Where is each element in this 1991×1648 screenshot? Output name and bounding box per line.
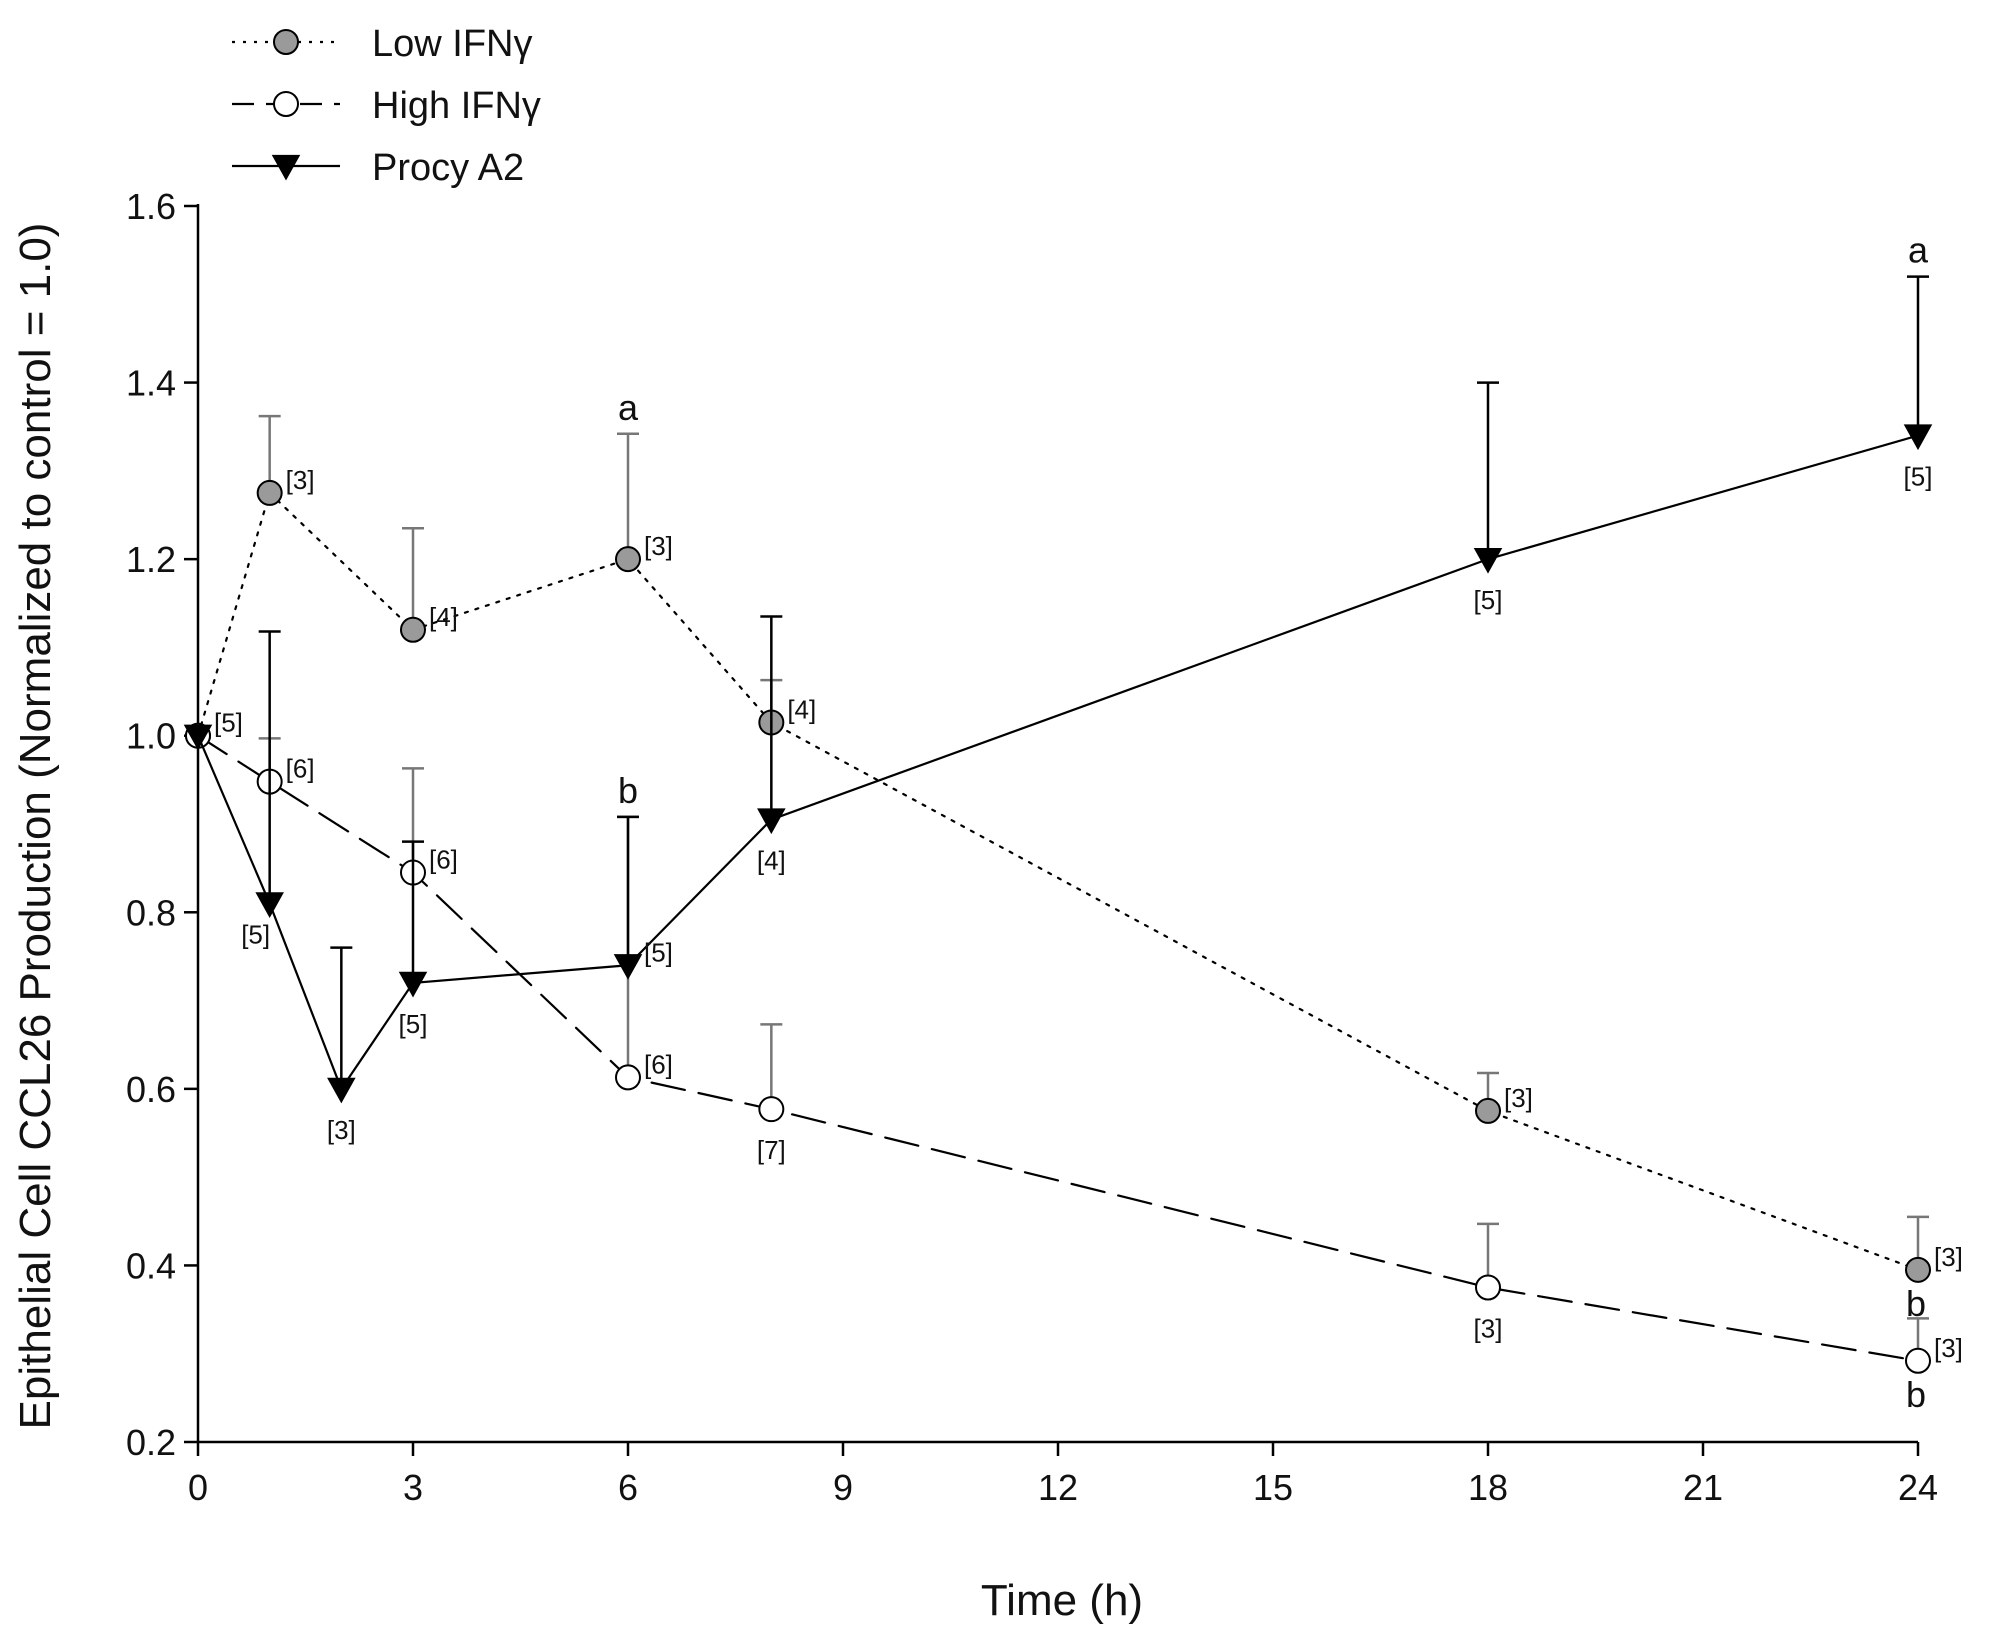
significance-label: a (618, 387, 639, 428)
y-tick-label: 0.2 (126, 1422, 176, 1463)
x-tick-label: 9 (833, 1467, 853, 1508)
n-label: [5] (214, 708, 243, 738)
y-tick-label: 0.6 (126, 1069, 176, 1110)
n-label: [3] (1934, 1333, 1963, 1363)
series-low-ifn: [3] [4] [3] [4] [3] [3] a b (185, 387, 1963, 1324)
n-label: [4] (757, 846, 786, 876)
n-label: [5] (644, 937, 673, 967)
n-label: [3] (1474, 1314, 1503, 1344)
x-tick-label: 6 (618, 1467, 638, 1508)
series-procy-a2: [5] [5] [3] [5] [5] [4] [5] [5] a (183, 230, 1933, 1145)
legend-label: Procy A2 (372, 147, 524, 189)
n-label: [5] (1474, 585, 1503, 615)
x-tick-label: 24 (1898, 1467, 1938, 1508)
x-tick-label: 21 (1683, 1467, 1723, 1508)
data-point (1905, 1347, 1931, 1374)
n-label: [6] (644, 1049, 673, 1079)
x-tick-label: 15 (1253, 1467, 1293, 1508)
data-point (256, 479, 283, 506)
legend-item: High IFNγ (232, 85, 541, 127)
legend-marker (273, 29, 299, 55)
data-point (1473, 547, 1503, 574)
y-tick-label: 0.4 (126, 1245, 176, 1286)
y-tick-label: 1.2 (126, 539, 176, 580)
data-point (757, 808, 786, 835)
legend-item: Low IFNγ (232, 23, 532, 65)
n-label: [3] (1504, 1083, 1533, 1113)
data-point (1903, 424, 1933, 451)
y-tick-label: 0.8 (126, 892, 176, 933)
n-label: [5] (1904, 462, 1933, 492)
x-tick-label: 18 (1468, 1467, 1508, 1508)
legend-marker (273, 91, 299, 117)
n-label: [6] (286, 754, 315, 784)
n-label: [6] (429, 845, 458, 875)
n-label: [3] (327, 1115, 356, 1145)
axes: 0 3 6 9 12 15 18 21 24 0.2 0.4 0.6 0.8 1.0 1.2 1.4 1.6 (126, 186, 1938, 1508)
n-label: [3] (286, 465, 315, 495)
series-line (196, 734, 1920, 1362)
n-label: [5] (241, 919, 270, 949)
x-tick-label: 0 (188, 1467, 208, 1508)
n-label: [3] (1934, 1242, 1963, 1272)
n-label: [4] (429, 602, 458, 632)
data-point (183, 724, 213, 751)
data-point (327, 1077, 356, 1104)
data-point (615, 546, 641, 573)
y-axis-label: Epithelial Cell CCL26 Production (Normal… (11, 223, 60, 1430)
series-high-ifn: [6] [6] [6] [7] [3] [3] b b (185, 722, 1963, 1415)
x-axis-label: Time (h) (981, 1576, 1143, 1625)
legend-label: High IFNγ (372, 85, 541, 127)
n-label: [3] (644, 531, 673, 561)
data-point (615, 1064, 641, 1091)
data-point (400, 616, 426, 643)
x-tick-label: 12 (1038, 1467, 1078, 1508)
data-point (1475, 1274, 1501, 1301)
data-point (255, 892, 284, 919)
n-label: [5] (399, 1009, 428, 1039)
significance-label: b (1906, 1374, 1926, 1415)
significance-label: b (618, 770, 638, 811)
legend-item: Procy A2 (232, 147, 524, 189)
series-layer: [3] [4] [3] [4] [3] [3] a b [6] [6] [6] [7] [3] [3] b b… (183, 230, 1963, 1415)
legend-marker (271, 154, 301, 181)
data-point (758, 1096, 785, 1123)
significance-label: b (1906, 1283, 1926, 1324)
n-label: [4] (787, 694, 816, 724)
y-tick-label: 1.0 (126, 716, 176, 757)
legend: Low IFNγ High IFNγ Procy A2 (232, 23, 541, 189)
data-point (613, 954, 643, 980)
x-tick-label: 3 (403, 1467, 423, 1508)
data-point (1905, 1256, 1931, 1283)
y-tick-label: 1.4 (126, 363, 176, 404)
legend-label: Low IFNγ (372, 23, 532, 65)
n-label: [7] (757, 1135, 786, 1165)
series-line (196, 434, 1920, 1092)
significance-label: a (1908, 230, 1929, 271)
data-point (1475, 1097, 1501, 1124)
data-point (398, 971, 428, 998)
y-tick-label: 1.6 (126, 186, 176, 227)
